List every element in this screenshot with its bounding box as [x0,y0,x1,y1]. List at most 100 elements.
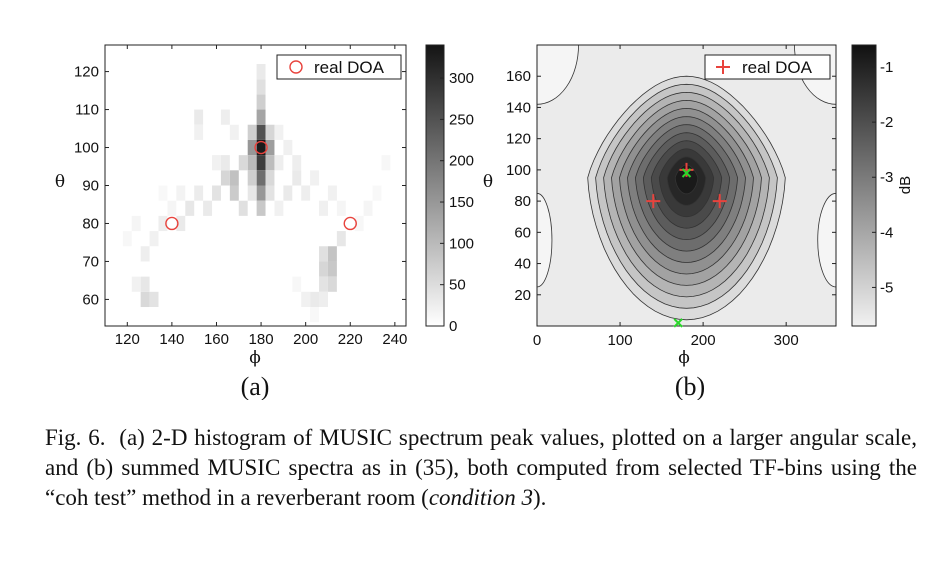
colorbar-tick-label: -2 [880,114,893,131]
histogram-cell [283,185,293,201]
histogram-cell [327,185,337,201]
histogram-cell [140,246,150,262]
x-tick-label: 180 [249,331,274,348]
caption-italic: condition 3 [428,485,533,510]
histogram-cell [274,200,284,216]
x-tick-label: 300 [774,332,799,349]
histogram-cell [194,185,204,201]
legend-b-label: real DOA [742,58,813,77]
real-doa-markers-a [165,140,357,231]
y-tick-label: 110 [75,102,99,119]
legend-a: real DOA [276,54,402,80]
histogram-cell [131,215,141,232]
histogram-cells [122,63,391,323]
colorbar-tick-label: -3 [880,169,893,186]
contour-lobe [817,192,836,288]
colorbar-tick-label: -4 [880,224,893,241]
histogram-cell [229,124,239,140]
y-tick-label: 80 [82,215,99,232]
estimated-doa-marker [673,318,683,328]
histogram-cell [256,170,266,186]
real-doa-marker [712,194,727,209]
real-doa-marker [679,162,694,177]
real-doa-marker [165,216,179,231]
figure-caption: Fig. 6. (a) 2-D histogram of MUSIC spect… [45,423,917,513]
histogram-cell [265,139,275,156]
colorbar-a-ticks: 0 50 100 150 200 250 300 [440,70,474,335]
histogram-cell [319,276,328,292]
contour-bands [537,45,836,321]
histogram-cell [327,261,337,277]
histogram-cell [327,246,337,262]
histogram-cell [256,200,266,216]
histogram-cell [220,155,230,171]
histogram-cell [301,291,311,308]
histogram-cell [381,155,391,171]
real-doa-marker [343,216,357,231]
colorbar-tick-label: -5 [880,279,893,296]
histogram-cell [336,231,346,247]
x-tick-label: 0 [533,332,541,349]
colorbar-b [851,44,877,327]
x-tick-label: 120 [115,331,140,348]
x-tick-label: 200 [691,332,716,349]
histogram-cell [372,185,382,201]
y-tick-label: 120 [506,131,531,148]
histogram-cell [292,155,302,171]
colorbar-tick-label: -1 [880,59,893,76]
y-tick-label: 20 [514,287,531,304]
x-tick-label: 200 [293,331,318,348]
histogram-cell [167,200,177,216]
y-tick-label: 60 [514,224,531,241]
histogram-cell [194,124,204,140]
histogram-cell [247,170,257,186]
histogram-cell [265,185,275,201]
histogram-cell [238,200,248,216]
x-tick-label: 100 [608,332,633,349]
histogram-cell [220,109,230,125]
panel-a-frame [104,44,407,327]
y-tick-label: 100 [74,140,99,157]
histogram-cell [122,231,132,247]
histogram-cell [363,200,373,216]
histogram-cell [256,109,266,125]
histogram-cell [256,79,266,95]
histogram-cell [176,215,186,232]
y-tick-label: 40 [514,256,531,273]
legend-a-circle-icon [289,60,303,74]
x-tick-label: 160 [204,331,229,348]
y-tick-label: 100 [506,162,531,179]
real-doa-marker [254,140,268,155]
panel-b-frame [536,44,837,327]
histogram-cell [336,200,346,216]
histogram-cell [149,231,159,247]
colorbar-tick-label: 100 [449,235,474,252]
real-doa-markers-b [646,162,727,209]
histogram-cell [247,124,257,140]
histogram-cell [238,155,248,171]
panel-a-ylabel: θ [55,172,65,192]
colorbar-b-label: dB [897,176,914,194]
x-tick-label: 240 [382,331,407,348]
x-tick-label: 140 [159,331,184,348]
histogram-cell [265,155,275,171]
colorbar-b-ticks: -1 -2 -3 -4 -5 [872,59,893,296]
colorbar-tick-label: 50 [449,277,466,294]
estimated-doa-marker [681,168,692,178]
colorbar-tick-label: 300 [449,70,474,87]
histogram-cell [247,155,257,171]
caption-fig-number: Fig. 6. [45,425,106,450]
y-tick-label: 90 [82,178,99,195]
colorbar-tick-label: 0 [449,318,457,335]
panel-a-xlabel: ϕ [249,348,261,368]
histogram-cell [131,276,141,292]
histogram-cell [158,215,168,232]
y-tick-label: 140 [506,99,531,116]
histogram-cell [256,139,266,156]
legend-b: real DOA [704,54,831,80]
histogram-cell [203,200,213,216]
y-tick-label: 70 [82,253,99,270]
histogram-cell [283,139,293,156]
contour-band [674,164,699,195]
histogram-cell [319,291,328,308]
